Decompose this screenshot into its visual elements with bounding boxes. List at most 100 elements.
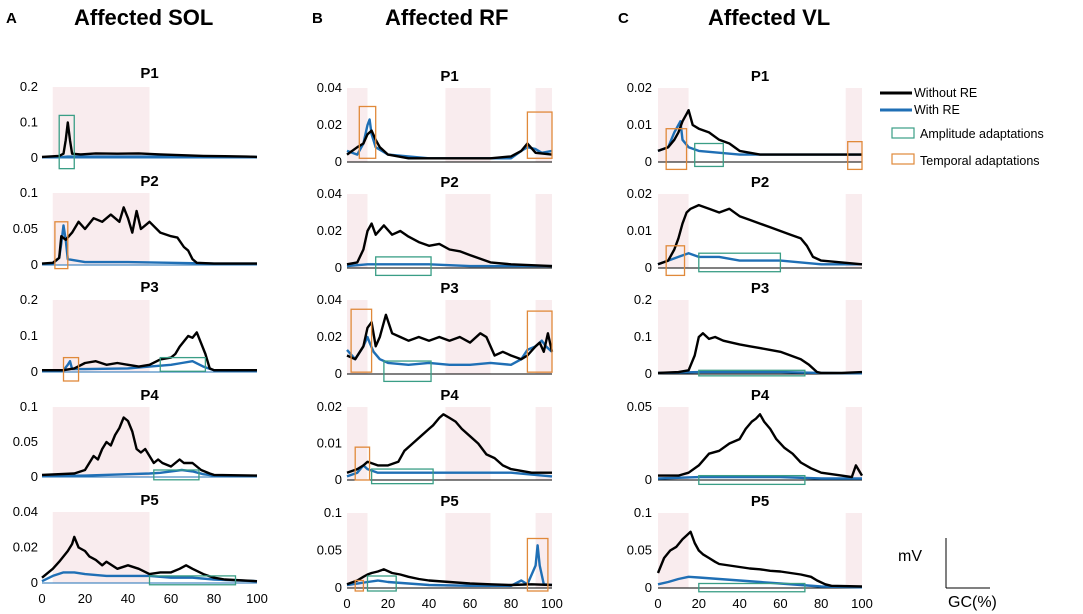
series-with-re: [41, 468, 258, 478]
scale-bar: mV GC(%): [898, 538, 997, 611]
stance-shading: [845, 407, 862, 480]
panel-title: Affected SOL: [74, 5, 213, 30]
subplot-title: P4: [751, 387, 770, 404]
y-tick-label: 0.02: [317, 223, 342, 238]
amplitude-adaptation-box: [366, 575, 397, 592]
stance-shading: [535, 300, 552, 374]
series-with-re: [41, 571, 258, 583]
x-tick-label: 0: [654, 596, 661, 611]
y-tick-label: 0.2: [20, 292, 38, 307]
subplot-p4: P4 0 0.05: [627, 387, 864, 487]
amplitude-adaptation-box: [698, 582, 806, 593]
y-tick-label: 0.1: [20, 399, 38, 414]
series-without-re: [657, 332, 863, 375]
subplot-p5: P5 0 0.05 0.1 0 20 40 60 80 100: [317, 493, 563, 611]
legend-with-label: With RE: [914, 103, 960, 117]
series-with-re: [346, 544, 553, 587]
x-tick-label: 80: [504, 596, 518, 611]
subplot-p3: P3 0 0.1 0.2: [20, 279, 258, 382]
y-tick-label: 0.01: [627, 117, 652, 132]
subplot-p2: P2 0 0.05 0.1: [13, 173, 257, 272]
amplitude-adaptation-box: [370, 468, 434, 485]
temporal-adaptation-box: [354, 446, 371, 481]
series-without-re: [346, 568, 553, 587]
y-tick-label: 0.02: [317, 117, 342, 132]
subplot-p3: P3 0 0.02 0.04: [317, 280, 554, 383]
y-tick-label: 0.04: [317, 80, 342, 95]
x-tick-label: 0: [38, 591, 45, 606]
amplitude-adaptation-box: [698, 369, 806, 377]
stance-shading: [658, 513, 689, 588]
y-tick-label: 0.05: [627, 543, 652, 558]
y-tick-label: 0.02: [627, 186, 652, 201]
stance-shading: [658, 407, 689, 480]
subplot-p1: P1 0 0.02 0.04: [317, 68, 553, 169]
subplot-title: P4: [440, 387, 459, 404]
series-without-re: [41, 206, 257, 265]
subplot-p4: P4 0 0.05 0.1: [13, 387, 258, 484]
y-tick-label: 0: [31, 469, 38, 484]
stance-shading: [52, 407, 150, 477]
y-tick-label: 0.05: [627, 399, 652, 414]
subplot-title: P4: [140, 387, 159, 404]
stance-shading: [347, 194, 368, 268]
series-without-re: [656, 530, 863, 588]
subplot-p2: P2 0 0.02 0.04: [317, 174, 553, 277]
y-tick-label: 0.02: [317, 329, 342, 344]
stance-shading: [658, 300, 689, 374]
x-tick-label: 20: [381, 596, 395, 611]
y-tick-label: 0.04: [13, 504, 38, 519]
amplitude-adaptation-box: [159, 356, 207, 372]
x-tick-label: 60: [463, 596, 477, 611]
panel-title: Affected RF: [385, 5, 508, 30]
y-tick-label: 0: [335, 580, 342, 595]
stance-shading: [845, 194, 862, 268]
y-tick-label: 0.02: [317, 399, 342, 414]
y-tick-label: 0.1: [20, 185, 38, 200]
stance-shading: [535, 88, 552, 162]
temporal-adaptation-box: [526, 537, 549, 592]
subplot-title: P3: [140, 279, 158, 296]
chart-panels: A Affected SOL P1 0 0.1 0.2 P2 0 0.05 0.1 P3 0 0.1 0.…: [6, 5, 873, 611]
series-without-re: [41, 121, 258, 159]
series-with-re: [346, 464, 553, 478]
subplot-p5: P5 0 0.05 0.1 0 20 40 60 80 100: [627, 493, 873, 611]
subplot-p3: P3 0 0.1 0.2: [634, 280, 863, 381]
y-tick-label: 0.1: [634, 329, 652, 344]
x-tick-label: 20: [78, 591, 92, 606]
y-tick-label: 0.2: [634, 292, 652, 307]
y-tick-label: 0.04: [317, 292, 342, 307]
subplot-title: P2: [751, 174, 769, 191]
panel-letter: B: [312, 10, 323, 27]
x-tick-label: 20: [692, 596, 706, 611]
series-without-re: [41, 535, 258, 583]
series-without-re: [657, 108, 862, 156]
series-without-re: [41, 416, 258, 477]
y-tick-label: 0: [335, 260, 342, 275]
panel-title: Affected VL: [708, 5, 830, 30]
panel-c: C Affected VL P1 0 0.01 0.02 P2 0 0.01 0.02 P3 0 0.1…: [618, 5, 873, 611]
y-tick-label: 0: [645, 260, 652, 275]
subplot-p2: P2 0 0.01 0.02: [627, 174, 863, 277]
x-tick-label: 100: [246, 591, 268, 606]
temporal-adaptation-box: [62, 356, 80, 382]
stance-shading: [535, 407, 552, 480]
series-without-re: [346, 222, 553, 268]
y-tick-label: 0.02: [627, 80, 652, 95]
y-tick-label: 0.2: [20, 79, 38, 94]
y-tick-label: 0: [645, 154, 652, 169]
series-without-re: [657, 203, 863, 266]
y-tick-label: 0: [335, 366, 342, 381]
amplitude-adaptation-box: [383, 360, 432, 383]
series-without-re: [346, 313, 554, 361]
y-tick-label: 0.1: [324, 505, 342, 520]
series-without-re: [346, 129, 553, 160]
temporal-adaptation-box: [354, 579, 365, 592]
y-tick-label: 0.05: [13, 221, 38, 236]
panel-letter: C: [618, 10, 629, 27]
y-tick-label: 0.04: [317, 186, 342, 201]
subplot-title: P1: [751, 68, 769, 85]
series-with-re: [346, 263, 552, 268]
stance-shading: [445, 194, 491, 268]
